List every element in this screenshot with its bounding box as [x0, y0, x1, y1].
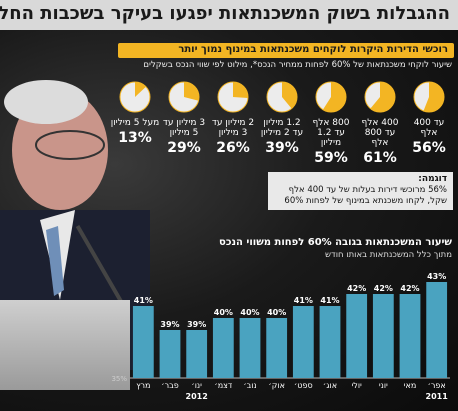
bar-category-label: מרץ	[136, 381, 150, 390]
pie-slice	[282, 82, 297, 109]
pie-section-title: רוכשי הדירות היקרות לוקחים משכנתאות במינ…	[178, 44, 448, 55]
bar	[186, 330, 208, 378]
pie-category-label: מעל 5 מיליון	[110, 118, 160, 128]
bar	[132, 306, 154, 378]
example-title: דוגמה:	[418, 174, 447, 184]
bar-category-label: נוב׳	[243, 381, 256, 390]
bar-category-label: פבר׳	[161, 381, 178, 390]
pie-value-label: 26%	[216, 140, 250, 156]
pie-value-label: 59%	[314, 150, 348, 166]
pie-category-label: 3 מיליון עד 5 מיליון	[162, 118, 206, 138]
pie-slice	[233, 82, 248, 98]
bar	[372, 294, 394, 378]
bar-value-label: 41%	[294, 296, 313, 305]
pie-item: 2 מיליון עד 3 מיליון 26%	[208, 80, 258, 170]
bar-category-label: יוני	[379, 381, 388, 390]
bar-value-label: 40%	[214, 308, 233, 317]
bar	[426, 282, 448, 378]
bar-value-label: 42%	[347, 284, 366, 293]
bar-category-label: אוק׳	[268, 381, 285, 390]
bar-chart-title: שיעור המשכנתאות בגובה 60% לפחות משווי הנ…	[219, 237, 452, 248]
pie-item: מעל 5 מיליון 13%	[110, 80, 160, 170]
pie-slice	[184, 82, 199, 101]
bar-axis-label: 35%	[111, 375, 127, 383]
title-bar: ההגבלות בשוק המשכנתאות יפגעו בעיקר בשכבו…	[0, 0, 458, 30]
pie-chart-row: עד 400 אלף 56% 400 אלף עד 800 אלף 61% 800 אל…	[110, 80, 454, 170]
bar	[292, 306, 314, 378]
bar	[399, 294, 421, 378]
bar-value-label: 41%	[134, 296, 153, 305]
pie-chart	[217, 81, 249, 113]
pie-category-label: עד 400 אלף	[413, 118, 445, 138]
bar-category-label: דצמ׳	[214, 381, 233, 390]
pie-item: 800 אלף עד 1.2 מיליון 59%	[306, 80, 356, 170]
pie-slice	[370, 82, 395, 112]
year-label: 2012	[186, 392, 208, 401]
example-body: 56% מרוכשי דירות בעלות של עד 400 אלף שקל…	[284, 185, 447, 206]
bar	[159, 330, 181, 378]
pie-section-banner: רוכשי הדירות היקרות לוקחים משכנתאות במינ…	[118, 43, 454, 58]
pie-chart	[168, 81, 200, 113]
pie-category-label: 2 מיליון עד 3 מיליון	[211, 118, 255, 138]
bar	[266, 318, 288, 378]
bar-value-label: 39%	[160, 320, 179, 329]
podium	[0, 300, 130, 390]
pie-value-label: 56%	[412, 140, 446, 156]
bar	[346, 294, 368, 378]
bar-category-label: מאי	[404, 381, 417, 390]
bar-category-label: אפר׳	[428, 381, 446, 390]
bar-value-label: 39%	[187, 320, 206, 329]
pie-item: 3 מיליון עד 5 מיליון 29%	[159, 80, 209, 170]
pie-chart	[266, 81, 298, 113]
bar-value-label: 42%	[374, 284, 393, 293]
pie-section-note: שיעור לוקחי משכנתאות של 60% לפחות ממחיר …	[143, 60, 452, 70]
bar-category-label: ינו׳	[191, 381, 202, 390]
bar-value-label: 42%	[400, 284, 419, 293]
pie-value-label: 29%	[167, 140, 201, 156]
bar-category-label: יולי	[352, 381, 363, 390]
pie-slice	[322, 82, 346, 112]
pie-item: 1.2 מיליון עד 2 מיליון 39%	[257, 80, 307, 170]
pie-chart	[413, 81, 445, 113]
bar-value-label: 40%	[267, 308, 286, 317]
year-label: 2011	[426, 392, 449, 401]
pie-slice	[135, 82, 146, 97]
pie-slice	[423, 82, 444, 112]
bar	[239, 318, 261, 378]
pie-chart	[119, 81, 151, 113]
pie-category-label: 400 אלף עד 800 אלף	[361, 118, 399, 148]
page-title: ההגבלות בשוק המשכנתאות יפגעו בעיקר בשכבו…	[0, 3, 450, 24]
bar	[212, 318, 234, 378]
bar-chart-subtitle: מתוך כלל המשכנתאות באותו חודש	[325, 250, 452, 260]
example-box: דוגמה: 56% מרוכשי דירות בעלות של עד 400 …	[268, 172, 453, 210]
bar-category-label: ספט׳	[294, 381, 313, 390]
pie-item: עד 400 אלף 56%	[404, 80, 454, 170]
pie-value-label: 39%	[265, 140, 299, 156]
bar	[319, 306, 341, 378]
pie-item: 400 אלף עד 800 אלף 61%	[355, 80, 405, 170]
bar-category-label: אוג׳	[323, 381, 337, 390]
bar-value-label: 41%	[320, 296, 339, 305]
pie-chart	[315, 81, 347, 113]
pie-chart	[364, 81, 396, 113]
pie-value-label: 13%	[118, 130, 152, 146]
bar-value-label: 43%	[427, 272, 446, 281]
bar-value-label: 40%	[240, 308, 259, 317]
pie-category-label: 800 אלף עד 1.2 מיליון	[312, 118, 350, 148]
pie-category-label: 1.2 מיליון עד 2 מיליון	[260, 118, 304, 138]
pie-value-label: 61%	[363, 150, 397, 166]
